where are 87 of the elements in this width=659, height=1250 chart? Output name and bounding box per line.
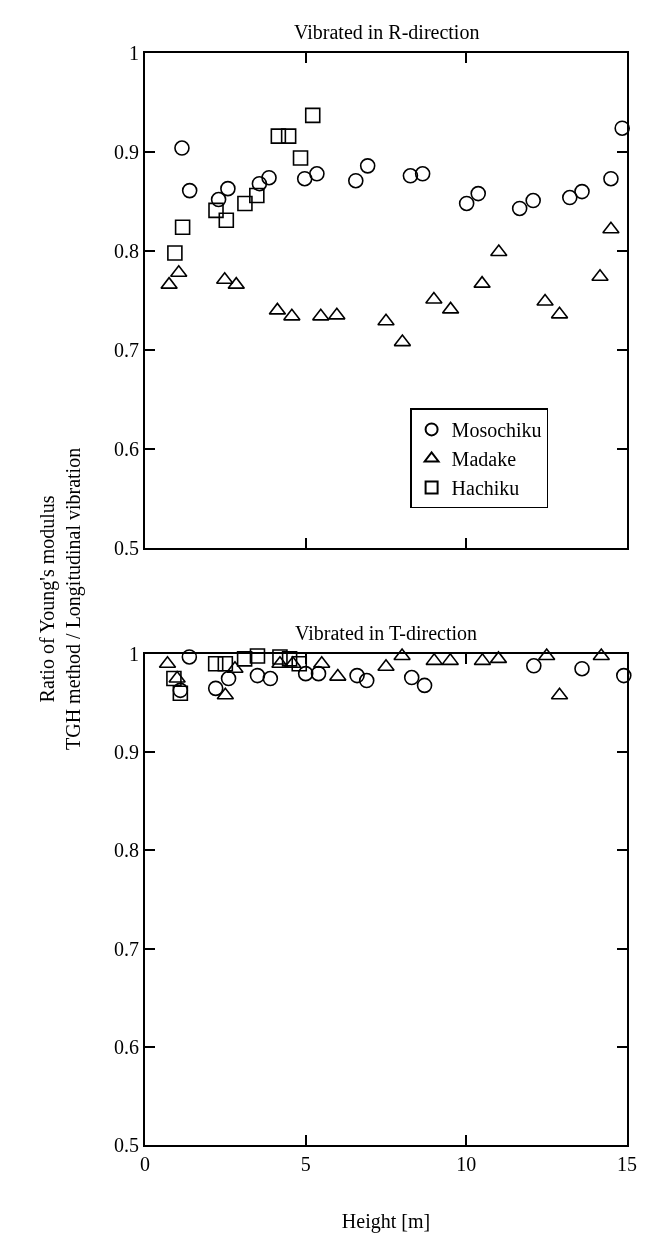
y-tick-label: 0.9: [114, 141, 139, 163]
point: [215, 271, 234, 285]
y-tick-label: 0.7: [114, 937, 139, 960]
point: [292, 150, 309, 166]
point: [207, 656, 224, 672]
point: [574, 660, 590, 677]
point: [181, 649, 198, 665]
point: [174, 219, 191, 236]
point: [261, 169, 277, 186]
x-tick-label: 10: [456, 1153, 477, 1175]
point: [272, 649, 288, 665]
point: [526, 657, 542, 674]
point: [349, 667, 365, 684]
point: [304, 107, 321, 124]
point: [280, 128, 297, 144]
point: [348, 172, 364, 189]
point: [602, 221, 620, 234]
point: [511, 200, 528, 217]
point: [473, 275, 491, 288]
point: [281, 651, 298, 667]
point: [226, 660, 244, 674]
point: [174, 140, 190, 156]
x-tick-label: 15: [617, 1153, 637, 1175]
y-tick-label: 0.7: [114, 339, 139, 361]
point: [414, 165, 431, 182]
legend-label: Mosochiku: [451, 419, 542, 442]
point: [416, 677, 433, 694]
point: [237, 195, 253, 212]
point: [160, 276, 178, 289]
point: [166, 670, 182, 687]
point: [458, 195, 475, 212]
point: [525, 192, 541, 209]
x-tick-label: 5: [300, 1153, 311, 1175]
y-tick-label: 1: [129, 643, 139, 665]
y-tick-label: 0.5: [114, 1134, 139, 1156]
point: [210, 191, 227, 208]
y-tick-label: 0.9: [114, 741, 139, 764]
point: [207, 680, 224, 697]
point: [208, 202, 224, 219]
point: [377, 658, 395, 672]
point: [616, 667, 632, 684]
point: [562, 189, 578, 206]
point: [181, 182, 198, 199]
legend-label: Madake: [451, 448, 517, 471]
x-tick-label: 0: [140, 1153, 150, 1175]
point: [614, 120, 630, 137]
x-axis-title: Height [m]: [341, 1210, 431, 1233]
y-tick-label: 0.5: [114, 537, 139, 559]
point: [296, 170, 313, 187]
point: [402, 167, 419, 184]
point: [220, 180, 236, 197]
point: [217, 656, 234, 672]
point: [591, 268, 609, 282]
point: [251, 175, 268, 192]
point: [249, 187, 265, 204]
point: [297, 665, 314, 682]
legend-label: Hachiku: [451, 477, 520, 500]
point: [262, 670, 279, 687]
point: [291, 656, 308, 672]
y-axis-title: Ratio of Young's modulus TGH method / Longitudinal vibration: [36, 447, 85, 750]
point: [377, 313, 395, 326]
point: [310, 665, 327, 682]
point: [425, 291, 443, 304]
point: [236, 651, 253, 667]
point: [167, 245, 183, 261]
point: [309, 165, 325, 182]
point: [249, 667, 266, 684]
y-tick-label: 0.8: [114, 839, 139, 862]
point: [603, 170, 619, 187]
point: [249, 648, 266, 664]
chart-title: Vibrated in T-direction: [295, 622, 478, 644]
point: [393, 648, 411, 661]
point: [470, 185, 487, 202]
point: [358, 672, 375, 689]
point: [218, 212, 235, 229]
point: [403, 669, 420, 686]
point: [359, 158, 376, 174]
y-tick-label: 0.6: [114, 438, 139, 460]
y-tick-label: 0.6: [114, 1035, 139, 1058]
point: [270, 128, 287, 144]
y-tick-label: 0.8: [114, 240, 139, 262]
y-tick-label: 1: [129, 42, 139, 64]
chart-title: Vibrated in R-direction: [294, 21, 480, 43]
point: [169, 264, 188, 278]
point: [574, 183, 590, 200]
point: [536, 293, 554, 306]
point: [220, 670, 237, 687]
